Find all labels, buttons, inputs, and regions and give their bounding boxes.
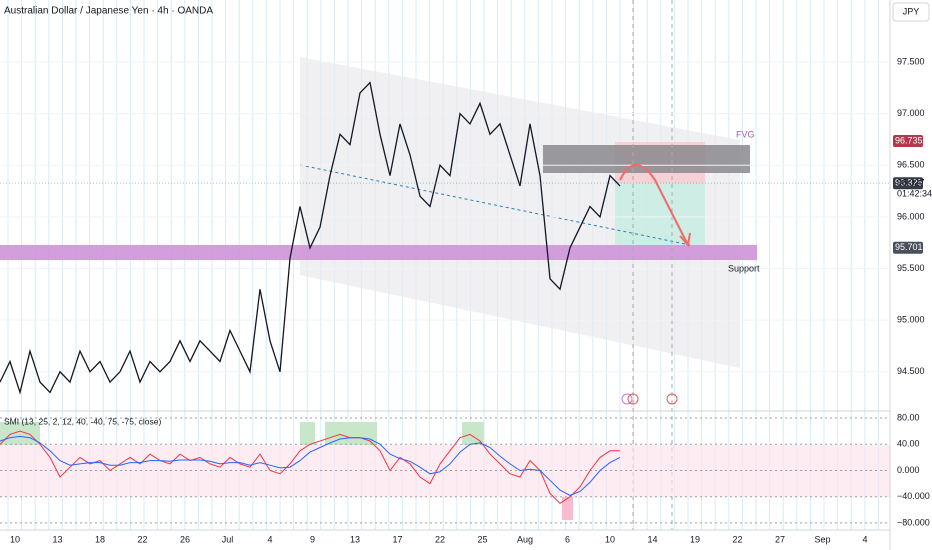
y-tick-label: 94.500 (897, 366, 925, 376)
x-tick-label: 22 (435, 534, 445, 544)
y-tick-label: 96.500 (897, 160, 925, 170)
x-tick-label: Jul (222, 534, 234, 544)
x-tick-label: 10 (10, 534, 20, 544)
y-tick-label: 80.00 (897, 412, 920, 422)
price-tag (893, 134, 923, 147)
x-tick-label: Sep (814, 534, 830, 544)
x-tick-label: 4 (267, 534, 272, 544)
y-tick-label: 96.000 (897, 211, 925, 221)
smi-overbought (462, 422, 484, 445)
y-tick-label: 95.000 (897, 315, 925, 325)
x-tick-label: 6 (565, 534, 570, 544)
y-tick-label: 40.00 (897, 439, 920, 449)
currency: JPY (903, 6, 920, 16)
trend-line (299, 164, 691, 246)
fvg-box (543, 145, 750, 173)
smi-overbought (300, 422, 315, 445)
price-tag (893, 177, 923, 190)
countdown: 01:42:34 (897, 188, 932, 198)
x-tick-label: 22 (137, 534, 147, 544)
x-tick-label: 18 (95, 534, 105, 544)
y-tick-label: 95.500 (897, 263, 925, 273)
smi-overbought (0, 422, 40, 445)
x-tick-label: 4 (862, 534, 867, 544)
support-label: Support (728, 263, 760, 273)
fvg-label: FVG (736, 129, 755, 139)
price-tag-label: 96.325 (895, 178, 923, 188)
currency-button[interactable] (892, 2, 930, 22)
x-tick-label: 22 (732, 534, 742, 544)
event-icon[interactable] (627, 393, 639, 405)
x-tick-label: 10 (605, 534, 615, 544)
x-tick-label: 13 (52, 534, 62, 544)
target-zone (615, 183, 705, 245)
x-tick-label: Aug (517, 534, 533, 544)
chart-title: Australian Dollar / Japanese Yen · 4h · … (4, 6, 213, 17)
x-tick-label: 27 (775, 534, 785, 544)
y-tick-label: −40.000 (897, 491, 930, 501)
arrow-head (679, 232, 691, 248)
series-line (0, 435, 621, 496)
y-tick-label: −80.000 (897, 517, 930, 527)
support-zone (0, 245, 757, 260)
last-price-label: 96.327 (897, 177, 925, 187)
series-line (0, 81, 621, 395)
projection-arrow (619, 164, 689, 246)
price-tag (893, 241, 923, 254)
smi-band (0, 445, 890, 497)
indicator-title: SMI (13, 25, 2, 12, 40, -40, 75, -75, cl… (4, 416, 162, 426)
x-tick-label: 13 (350, 534, 360, 544)
channel (300, 57, 740, 368)
x-tick-label: 17 (392, 534, 402, 544)
price-tag-label: 95.701 (895, 242, 923, 252)
x-tick-label: 19 (690, 534, 700, 544)
smi-oversold (562, 497, 573, 520)
x-tick-label: 26 (180, 534, 190, 544)
x-tick-label: 9 (310, 534, 315, 544)
price-tag-label: 96.735 (895, 135, 923, 145)
event-icon[interactable] (666, 393, 678, 405)
y-tick-label: 97.500 (897, 56, 925, 66)
x-tick-label: 14 (647, 534, 657, 544)
y-tick-label: 0.000 (897, 465, 920, 475)
y-tick-label: 97.000 (897, 108, 925, 118)
x-tick-label: 25 (477, 534, 487, 544)
event-icon[interactable] (621, 393, 633, 405)
